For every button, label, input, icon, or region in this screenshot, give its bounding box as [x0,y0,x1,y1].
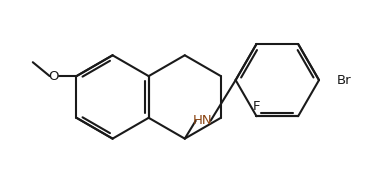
Text: Br: Br [337,74,352,87]
Text: F: F [253,100,260,113]
Text: HN: HN [193,114,212,127]
Text: O: O [49,70,59,83]
